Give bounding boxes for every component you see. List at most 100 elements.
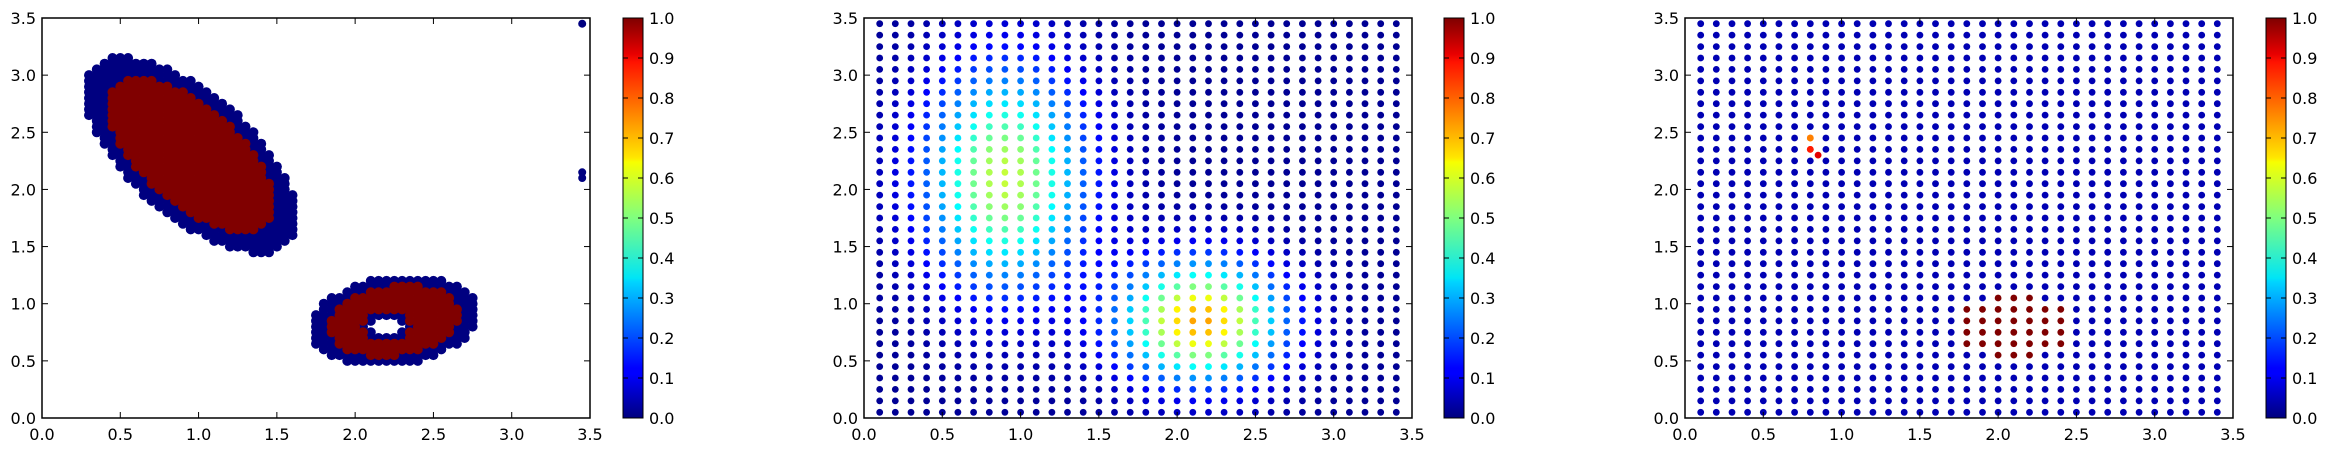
scatter-point bbox=[1079, 134, 1087, 142]
scatter-point bbox=[1377, 340, 1385, 348]
scatter-point bbox=[1744, 408, 1751, 416]
x-tick-label: 3.5 bbox=[1399, 425, 1424, 444]
scatter-point bbox=[1869, 77, 1877, 85]
scatter-point bbox=[1048, 317, 1056, 325]
scatter-point bbox=[2182, 66, 2190, 73]
scatter-point bbox=[1869, 203, 1877, 211]
scatter-point bbox=[1017, 340, 1024, 348]
scatter-point bbox=[954, 374, 962, 382]
scatter-point bbox=[1916, 386, 1924, 393]
scatter-point bbox=[1095, 237, 1103, 245]
scatter-point bbox=[1017, 294, 1024, 302]
scatter-point bbox=[1392, 306, 1400, 313]
scatter-point bbox=[876, 271, 884, 279]
scatter-point bbox=[1252, 237, 1259, 245]
scatter-point bbox=[1346, 77, 1353, 85]
scatter-point bbox=[2120, 123, 2127, 130]
scatter-point bbox=[1299, 374, 1306, 382]
colorbar-tick-label: 0.8 bbox=[649, 89, 674, 108]
scatter-point bbox=[985, 351, 993, 359]
scatter-point bbox=[891, 294, 899, 302]
scatter-point bbox=[1963, 43, 1971, 50]
scatter-point bbox=[1236, 31, 1244, 39]
scatter-point bbox=[2041, 363, 2049, 370]
scatter-point bbox=[985, 111, 993, 119]
scatter-point bbox=[985, 214, 993, 222]
scatter-point bbox=[1932, 340, 1939, 348]
scatter-point bbox=[1963, 191, 1971, 199]
scatter-point bbox=[907, 363, 915, 370]
scatter-point bbox=[2198, 317, 2206, 325]
scatter-point bbox=[1330, 317, 1338, 325]
scatter-point bbox=[1932, 111, 1939, 119]
scatter-point bbox=[1963, 248, 1971, 256]
scatter-point bbox=[1712, 363, 1720, 370]
scatter-point bbox=[1111, 123, 1118, 130]
scatter-point bbox=[1095, 317, 1103, 325]
scatter-point bbox=[2026, 374, 2033, 382]
scatter-point bbox=[1869, 66, 1877, 73]
scatter-point bbox=[1791, 180, 1798, 188]
scatter-point bbox=[1885, 363, 1892, 370]
scatter-point bbox=[2073, 43, 2080, 50]
scatter-point bbox=[1775, 214, 1783, 222]
scatter-point bbox=[2135, 226, 2143, 233]
scatter-point bbox=[2182, 77, 2190, 85]
scatter-point bbox=[1392, 66, 1400, 73]
scatter-point bbox=[444, 281, 455, 292]
scatter-point bbox=[1979, 191, 1986, 199]
scatter-point bbox=[1932, 283, 1939, 290]
scatter-point bbox=[1775, 31, 1783, 39]
scatter-point bbox=[1712, 214, 1720, 222]
scatter-point bbox=[1979, 306, 1986, 313]
scatter-point bbox=[876, 340, 884, 348]
scatter-point bbox=[1095, 340, 1103, 348]
scatter-point bbox=[1346, 374, 1353, 382]
scatter-point bbox=[2213, 363, 2221, 370]
scatter-point bbox=[1916, 340, 1924, 348]
scatter-point bbox=[1712, 66, 1720, 73]
scatter-point bbox=[1205, 203, 1212, 211]
scatter-point bbox=[1377, 111, 1385, 119]
scatter-point bbox=[1697, 363, 1705, 370]
scatter-point bbox=[1173, 66, 1181, 73]
scatter-point bbox=[1299, 363, 1306, 370]
scatter-point bbox=[1267, 408, 1275, 416]
scatter-point bbox=[1791, 100, 1798, 108]
scatter-point bbox=[1314, 214, 1322, 222]
scatter-point bbox=[1822, 77, 1830, 85]
scatter-point bbox=[923, 134, 930, 142]
scatter-point bbox=[891, 43, 899, 50]
scatter-point bbox=[1220, 54, 1228, 62]
scatter-point bbox=[1775, 54, 1783, 62]
scatter-point bbox=[1283, 134, 1291, 142]
colorbar-tick-label: 0.3 bbox=[1470, 289, 1495, 308]
scatter-point bbox=[1744, 31, 1751, 39]
scatter-point bbox=[2041, 111, 2049, 119]
scatter-point bbox=[1759, 340, 1767, 348]
y-tick-label: 1.5 bbox=[1654, 238, 1679, 257]
scatter-point bbox=[2026, 54, 2033, 62]
scatter-point bbox=[938, 363, 946, 370]
scatter-point bbox=[1111, 111, 1118, 119]
scatter-point bbox=[1236, 180, 1244, 188]
scatter-point bbox=[1869, 340, 1877, 348]
scatter-point bbox=[326, 293, 337, 303]
scatter-point bbox=[1759, 88, 1767, 96]
x-tick-label: 3.5 bbox=[2220, 425, 2245, 444]
scatter-point bbox=[138, 58, 149, 69]
scatter-point bbox=[1346, 340, 1353, 348]
scatter-point bbox=[2041, 88, 2049, 96]
scatter-point bbox=[1728, 317, 1736, 325]
scatter-point bbox=[1111, 203, 1118, 211]
y-tick-label: 2.0 bbox=[1654, 180, 1679, 199]
scatter-point bbox=[1361, 88, 1369, 96]
scatter-point bbox=[1111, 214, 1118, 222]
scatter-point bbox=[1330, 88, 1338, 96]
scatter-point bbox=[1728, 203, 1736, 211]
scatter-point bbox=[1189, 180, 1197, 188]
scatter-point bbox=[1979, 88, 1986, 96]
scatter-point bbox=[985, 146, 993, 153]
scatter-point bbox=[2010, 363, 2018, 370]
scatter-point bbox=[891, 374, 899, 382]
